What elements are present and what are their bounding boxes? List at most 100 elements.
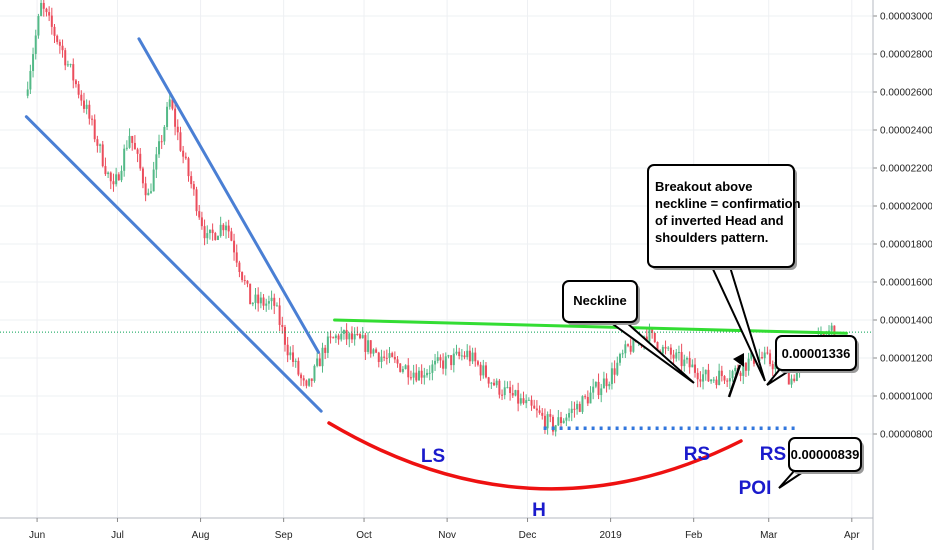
candle <box>793 374 796 383</box>
candle-body <box>420 370 423 378</box>
candle-body <box>685 357 688 360</box>
candle <box>324 344 327 360</box>
candle-body <box>675 352 678 359</box>
candle <box>206 225 209 244</box>
candle-body <box>318 358 321 367</box>
candle-body <box>112 181 115 185</box>
candle-body <box>629 345 632 352</box>
candle-body <box>353 334 356 340</box>
breakout-callout-box <box>647 164 795 268</box>
candle-body <box>551 416 554 432</box>
candle-body <box>372 349 375 354</box>
candle-body <box>230 231 233 241</box>
candle <box>766 346 769 355</box>
candle <box>350 326 353 344</box>
candle-body <box>259 297 262 304</box>
candle-body <box>581 396 584 412</box>
candle <box>493 378 496 387</box>
candle-body <box>442 360 445 369</box>
candle-body <box>208 229 211 234</box>
candle <box>230 227 233 242</box>
candle <box>278 297 281 332</box>
candle <box>139 148 142 171</box>
candle-body <box>509 387 512 394</box>
candle-body <box>326 336 329 353</box>
candle <box>125 140 128 151</box>
candle <box>790 374 793 388</box>
candle <box>578 401 581 413</box>
candle-body <box>88 104 91 119</box>
candle <box>93 114 96 143</box>
candle <box>316 352 319 368</box>
y-tick-label: 0.00002200 <box>880 164 932 175</box>
candle-body <box>340 333 343 340</box>
candle-body <box>308 378 311 386</box>
candle-body <box>790 378 793 385</box>
candle <box>257 287 260 312</box>
candle <box>152 161 155 192</box>
cup-curve <box>327 421 743 491</box>
candle-body <box>211 229 214 234</box>
candle <box>270 290 273 310</box>
candle <box>466 344 469 360</box>
candle <box>565 413 568 427</box>
candle <box>190 171 193 189</box>
candle-body <box>243 280 246 282</box>
candle-body <box>174 108 177 127</box>
candle-body <box>104 166 107 175</box>
candle-body <box>592 386 595 393</box>
candle <box>241 271 244 283</box>
candle-body <box>669 347 672 355</box>
candle-body <box>648 329 651 342</box>
chart-grid <box>0 0 873 518</box>
candle <box>107 171 110 178</box>
candle <box>517 382 520 412</box>
candle-body <box>720 370 723 377</box>
candle-body <box>560 417 563 424</box>
candle <box>434 353 437 371</box>
candle-body <box>184 156 187 159</box>
candle <box>586 390 589 407</box>
y-tick-label: 0.00002400 <box>880 126 932 137</box>
candle <box>321 342 324 373</box>
candle-body <box>653 332 656 343</box>
candle-body <box>600 388 603 396</box>
candle <box>482 359 485 379</box>
candle <box>602 371 605 389</box>
candle <box>66 60 69 67</box>
candle <box>192 180 195 196</box>
candle <box>318 353 321 367</box>
candle-body <box>474 352 477 362</box>
wedge-upper-line <box>137 37 320 354</box>
candle <box>259 291 262 309</box>
candle <box>699 371 702 388</box>
candle-body <box>661 346 664 354</box>
candle-body <box>273 297 276 306</box>
candle <box>369 340 372 358</box>
price-low-callout-text: 0.00000839 <box>791 447 860 462</box>
candle-body <box>313 365 316 381</box>
candle-body <box>69 64 72 66</box>
candle-body <box>136 149 139 154</box>
candle-body <box>688 357 691 368</box>
candle <box>117 172 120 181</box>
candle-body <box>141 168 144 184</box>
candle-body <box>361 335 364 339</box>
candle-body <box>704 369 707 375</box>
candle <box>377 351 380 368</box>
candle <box>415 364 418 383</box>
candle <box>227 219 230 239</box>
candle <box>273 293 276 315</box>
candle-body <box>120 170 123 181</box>
candle <box>302 375 305 387</box>
candle-body <box>766 352 769 354</box>
candle <box>182 145 185 164</box>
candle <box>718 363 721 386</box>
breakout-callout-line: shoulders pattern. <box>655 230 768 245</box>
candle <box>675 348 678 362</box>
candle-body <box>283 326 286 345</box>
candle <box>704 369 707 381</box>
candle-body <box>761 357 764 359</box>
candle <box>476 359 479 367</box>
candle-body <box>586 396 589 404</box>
